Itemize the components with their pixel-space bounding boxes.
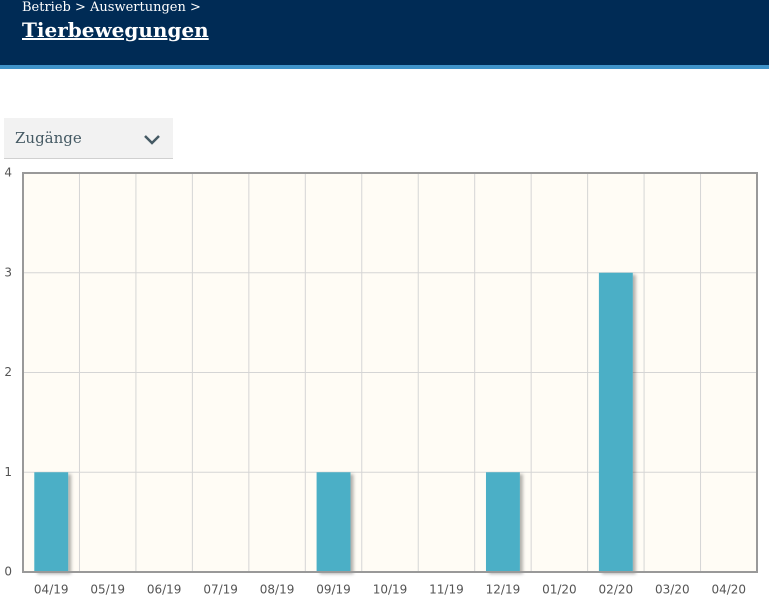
page-title[interactable]: Tierbewegungen: [22, 18, 209, 42]
x-tick-label: 02/20: [599, 583, 634, 597]
x-tick-label: 04/20: [711, 583, 746, 597]
y-tick-label: 4: [4, 166, 12, 180]
x-tick-label: 08/19: [260, 583, 295, 597]
y-tick-label: 0: [4, 565, 12, 579]
bar: [316, 472, 351, 572]
chart: 0 1 2 3 4 04/19 05/19 06/19 07/19 08/19 09/19 10/19…: [4, 166, 758, 597]
bar: [598, 272, 633, 572]
x-tick-label: 04/19: [34, 583, 69, 597]
header: Betrieb > Auswertungen > Tierbewegungen: [0, 0, 769, 69]
y-tick-label: 1: [4, 465, 12, 479]
plot-frame: [22, 172, 758, 573]
y-tick-label: 2: [4, 365, 12, 379]
x-tick-label: 10/19: [373, 583, 408, 597]
x-tick-label: 03/20: [655, 583, 690, 597]
x-tick-label: 12/19: [486, 583, 521, 597]
bar: [34, 472, 69, 572]
x-tick-label: 05/19: [90, 583, 125, 597]
x-tick-label: 01/20: [542, 583, 577, 597]
dropdown-value: Zugänge: [15, 129, 82, 147]
chevron: [144, 135, 160, 145]
x-tick-label: 06/19: [147, 583, 182, 597]
dropdown[interactable]: Zugänge: [4, 118, 173, 159]
breadcrumb[interactable]: Betrieb > Auswertungen >: [22, 0, 201, 15]
x-tick-label: 11/19: [429, 583, 464, 597]
x-tick-label: 09/19: [316, 583, 351, 597]
y-tick-label: 3: [4, 265, 12, 279]
x-tick-label: 07/19: [203, 583, 238, 597]
bar: [485, 472, 520, 572]
